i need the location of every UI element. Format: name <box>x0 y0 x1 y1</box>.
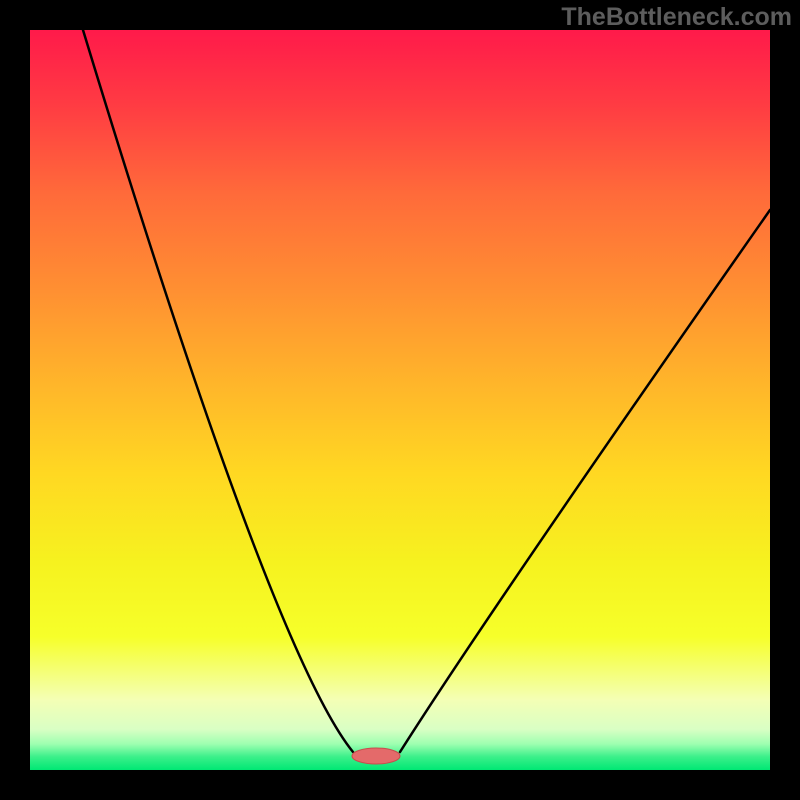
bottleneck-left-curve <box>83 30 353 752</box>
bottleneck-right-curve <box>400 210 770 752</box>
watermark-text: TheBottleneck.com <box>561 3 792 32</box>
chart-root: TheBottleneck.com <box>0 0 800 800</box>
chart-overlay <box>0 0 800 800</box>
optimal-marker <box>352 748 400 764</box>
